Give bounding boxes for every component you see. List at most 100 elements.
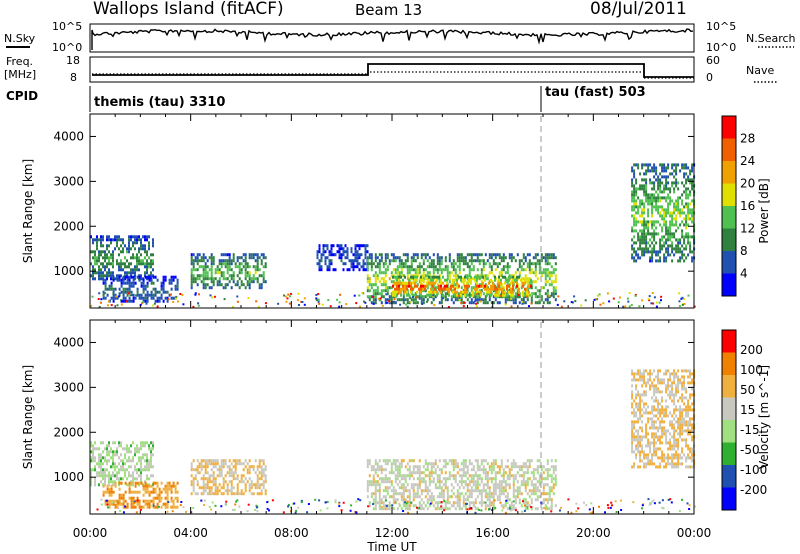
heatmap-cell [416,477,419,481]
heatmap-cell [663,256,666,260]
heatmap-cell [424,284,426,288]
heatmap-cell [132,275,135,279]
heatmap-cell [645,199,648,203]
heatmap-cell [256,486,259,490]
heatmap-cell [238,265,241,269]
heatmap-cell [528,462,531,466]
heatmap-cell [177,300,179,303]
heatmap-cell [126,281,129,285]
heatmap-cell [392,259,395,263]
heatmap-cell [134,447,136,451]
heatmap-cell [124,262,126,266]
heatmap-cell [494,483,497,487]
heatmap-cell [112,238,114,242]
heatmap-cell [152,275,155,279]
heatmap-cell [90,477,92,481]
nsky-tick-bottom: 10^0 [52,41,82,54]
heatmap-cell [426,277,429,281]
heatmap-cell [222,262,225,266]
heatmap-cell [681,411,684,415]
heatmap-cell [522,284,524,288]
heatmap-cell [384,477,387,481]
heatmap-cell [92,453,94,457]
heatmap-cell [146,277,148,281]
heatmap-cell [382,271,385,275]
heatmap-cell [398,278,400,282]
heatmap-cell [546,274,549,278]
heatmap-cell [659,214,662,218]
heatmap-cell [528,504,531,508]
heatmap-cell [468,501,471,505]
heatmap-cell [408,281,410,285]
heatmap-cell [196,268,199,272]
heatmap-cell [502,256,505,260]
heatmap-cell [452,265,455,269]
heatmap-cell [380,471,383,475]
heatmap-cell [190,474,193,478]
heatmap-cell [637,444,640,448]
heatmap-cell [424,256,427,260]
heatmap-cell [671,444,674,448]
heatmap-cell [498,287,500,291]
heatmap-cell [530,483,533,487]
heatmap-cell [116,471,118,475]
heatmap-cell [416,468,419,472]
heatmap-cell [134,268,136,272]
heatmap-cell [518,474,521,478]
heatmap-cell [132,502,135,506]
heatmap-cell [540,298,543,302]
heatmap-cell [380,498,383,502]
heatmap-cell [651,253,654,257]
heatmap-cell [506,465,509,469]
heatmap-cell [204,465,207,469]
heatmap-cell [647,196,650,200]
heatmap-cell [394,256,397,260]
heatmap-cell [657,426,660,430]
heatmap-cell [132,471,134,475]
heatmap-cell [140,293,143,297]
heatmap-cell [122,262,124,266]
heatmap-cell [520,480,523,484]
heatmap-cell [641,429,644,433]
heatmap-cell [150,465,152,469]
heatmap-cell [665,390,668,394]
heatmap-cell [218,465,221,469]
heatmap-cell [476,301,479,305]
heatmap-cell [655,196,658,200]
heatmap-cell [482,262,485,266]
heatmap-cell [641,163,644,167]
heatmap-cell [390,280,393,284]
heatmap-cell [490,495,493,499]
heatmap-cell [518,271,521,275]
heatmap-cell [426,492,429,496]
heatmap-cell [126,275,129,279]
heatmap-cell [462,501,465,505]
heatmap-cell [488,262,491,266]
heatmap-cell [602,302,605,305]
heatmap-cell [372,283,375,287]
heatmap-cell [490,465,493,469]
heatmap-cell [631,429,634,433]
heatmap-cell [464,492,467,496]
heatmap-cell [118,253,120,257]
heatmap-cell [631,190,634,194]
heatmap-cell [655,241,658,245]
heatmap-cell [574,300,577,303]
heatmap-cell [645,232,648,236]
heatmap-cell [247,297,250,299]
heatmap-cell [190,268,193,272]
heatmap-cell [681,375,684,379]
heatmap-cell [683,172,686,176]
heatmap-cell [675,217,678,221]
heatmap-cell [677,423,680,427]
heatmap-cell [406,268,409,272]
heatmap-cell [121,300,123,303]
heatmap-cell [208,474,211,478]
heatmap-cell [494,287,496,291]
heatmap-cell [673,381,676,385]
heatmap-cell [635,193,638,197]
heatmap-cell [516,465,519,469]
heatmap-cell [148,462,150,466]
heatmap-cell [106,247,108,251]
heatmap-cell [458,504,461,508]
